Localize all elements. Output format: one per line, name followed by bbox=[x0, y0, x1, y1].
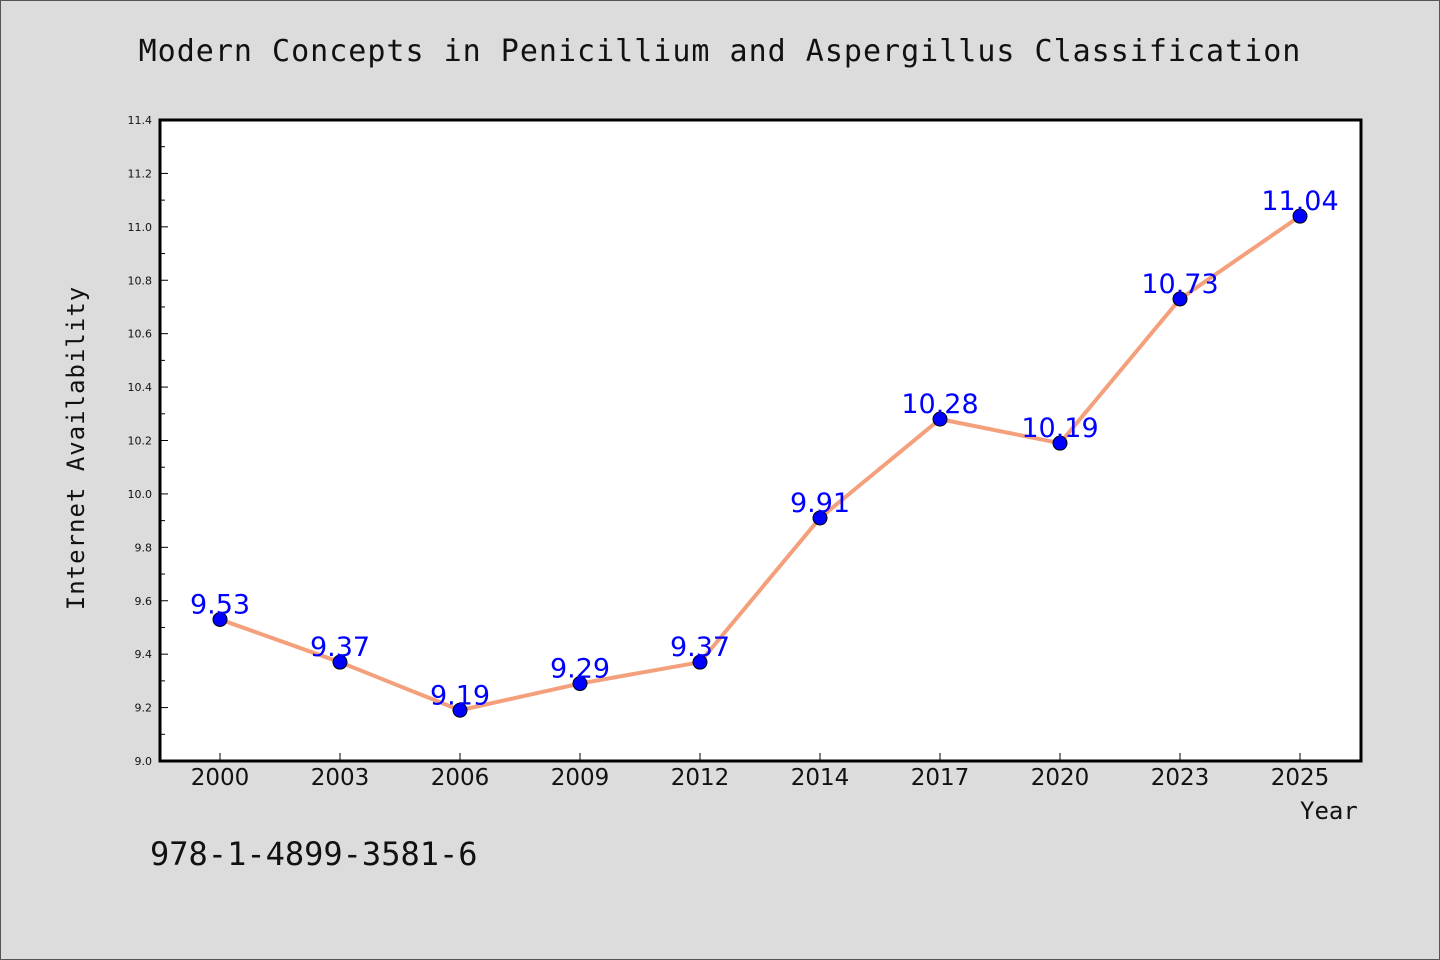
data-point bbox=[932, 411, 948, 427]
data-label: 11.04 bbox=[1261, 186, 1338, 217]
data-label: 9.19 bbox=[430, 680, 490, 711]
y-tick-label: 10.8 bbox=[128, 274, 153, 287]
data-label: 9.37 bbox=[670, 632, 730, 663]
x-tick-label: 2012 bbox=[671, 765, 730, 791]
data-point bbox=[452, 702, 468, 718]
data-point bbox=[812, 510, 828, 526]
y-tick-label: 10.0 bbox=[128, 488, 153, 501]
x-tick-label: 2017 bbox=[911, 765, 970, 791]
y-tick-label: 10.2 bbox=[128, 435, 153, 448]
data-point bbox=[572, 676, 588, 692]
data-label: 9.29 bbox=[550, 654, 610, 685]
x-tick-label: 2006 bbox=[431, 765, 490, 791]
data-point bbox=[1292, 208, 1308, 224]
data-point bbox=[1052, 435, 1068, 451]
y-tick-label: 10.6 bbox=[128, 328, 153, 341]
y-tick-label: 10.4 bbox=[128, 381, 153, 394]
data-label: 10.19 bbox=[1021, 413, 1098, 444]
x-tick-label: 2025 bbox=[1271, 765, 1330, 791]
y-tick-label: 9.4 bbox=[135, 648, 153, 661]
y-tick-label: 11.4 bbox=[128, 114, 153, 127]
y-tick-label: 11.2 bbox=[128, 167, 153, 180]
x-tick-label: 2014 bbox=[791, 765, 850, 791]
x-axis-label: Year bbox=[1300, 797, 1358, 825]
y-tick-label: 9.2 bbox=[135, 702, 153, 715]
data-label: 10.28 bbox=[901, 389, 978, 420]
x-tick-label: 2009 bbox=[551, 765, 610, 791]
data-label: 9.91 bbox=[790, 488, 850, 519]
data-point bbox=[692, 654, 708, 670]
y-tick-label: 9.0 bbox=[135, 755, 153, 768]
data-point bbox=[212, 611, 228, 627]
plot-area bbox=[158, 118, 1363, 763]
data-point bbox=[1172, 291, 1188, 307]
y-tick-label: 9.8 bbox=[135, 541, 153, 554]
series-line bbox=[218, 214, 1302, 713]
data-label: 9.53 bbox=[190, 589, 250, 620]
isbn-text: 978-1-4899-3581-6 bbox=[150, 835, 478, 873]
y-tick-label: 9.6 bbox=[135, 595, 153, 608]
data-label: 10.73 bbox=[1141, 269, 1218, 300]
y-tick-label: 11.0 bbox=[128, 221, 153, 234]
x-tick-label: 2023 bbox=[1151, 765, 1210, 791]
chart-title: Modern Concepts in Penicillium and Asper… bbox=[138, 34, 1302, 69]
y-axis-label: Internet Availability bbox=[62, 285, 90, 611]
x-tick-label: 2000 bbox=[191, 765, 250, 791]
x-tick-label: 2020 bbox=[1031, 765, 1090, 791]
data-label: 9.37 bbox=[310, 632, 370, 663]
data-point bbox=[332, 654, 348, 670]
x-tick-label: 2003 bbox=[311, 765, 370, 791]
